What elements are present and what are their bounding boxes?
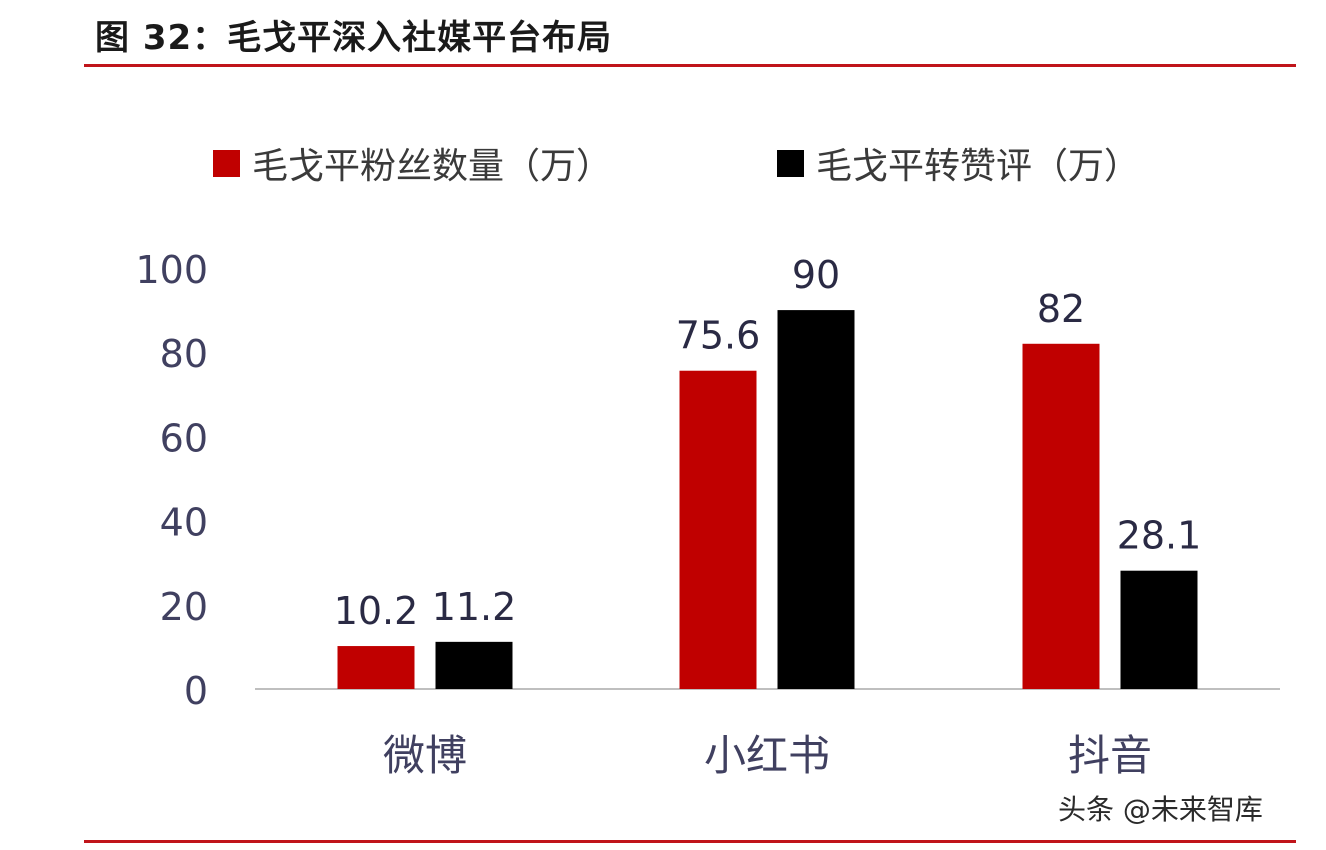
y-tick-label: 80 xyxy=(160,332,208,376)
figure-title: 图 32：毛戈平深入社媒平台布局 xyxy=(95,18,613,58)
legend-swatch-fans xyxy=(213,150,240,177)
x-tick-label: 微博 xyxy=(383,731,467,780)
footer-rule xyxy=(84,840,1296,843)
data-label: 82 xyxy=(1037,287,1085,331)
watermark: 头条 @未来智库 xyxy=(1058,793,1263,826)
bar xyxy=(1022,343,1100,689)
data-label: 75.6 xyxy=(676,314,761,358)
y-tick-label: 0 xyxy=(184,669,208,713)
data-label: 10.2 xyxy=(334,589,419,633)
legend-label-fans: 毛戈平粉丝数量（万） xyxy=(252,146,612,187)
bar xyxy=(777,310,855,689)
chart-legend: 毛戈平粉丝数量（万） 毛戈平转赞评（万） xyxy=(213,146,1140,187)
data-label: 28.1 xyxy=(1117,514,1202,558)
bars: 10.2 11.2 75.6 90 82 28.1 xyxy=(334,253,1202,689)
x-tick-label: 抖音 xyxy=(1068,731,1152,780)
bar xyxy=(435,641,513,689)
y-tick-label: 60 xyxy=(160,416,208,460)
y-tick-label: 40 xyxy=(160,501,208,545)
data-label: 11.2 xyxy=(432,585,517,629)
bar xyxy=(679,370,757,689)
x-tick-label: 小红书 xyxy=(704,731,830,780)
bar xyxy=(1120,570,1198,689)
y-axis: 0 20 40 60 80 100 xyxy=(135,248,208,713)
bar xyxy=(337,646,415,689)
legend-swatch-engagement xyxy=(777,150,804,177)
x-axis: 微博 小红书 抖音 xyxy=(383,731,1152,780)
legend-label-engagement: 毛戈平转赞评（万） xyxy=(816,146,1140,187)
title-rule xyxy=(84,64,1296,67)
y-tick-label: 100 xyxy=(135,248,208,292)
y-tick-label: 20 xyxy=(160,585,208,629)
data-label: 90 xyxy=(792,253,840,297)
